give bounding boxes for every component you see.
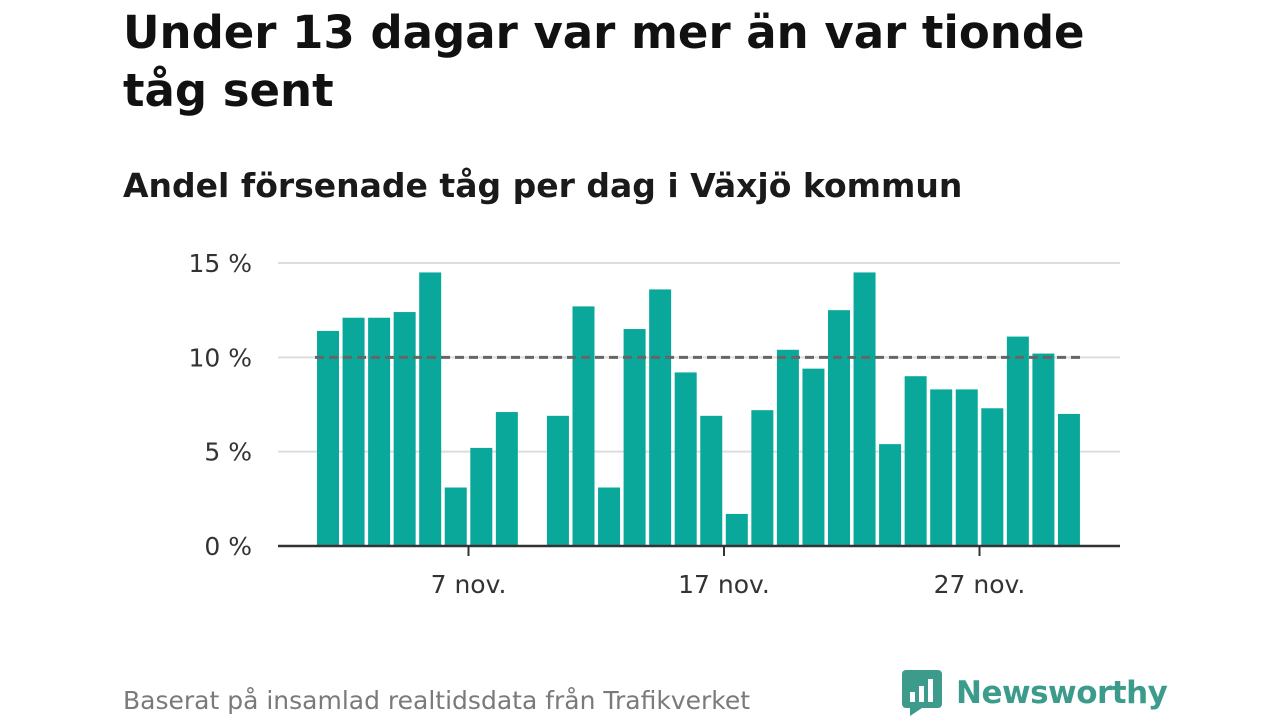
chart-title: Under 13 dagar var mer än var tionde tåg… — [123, 6, 1085, 117]
bar — [802, 368, 825, 546]
bar — [368, 317, 391, 546]
x-tick-label: 7 nov. — [431, 570, 507, 599]
bar — [649, 289, 672, 546]
bar — [342, 317, 365, 546]
bar — [470, 447, 493, 546]
bar — [598, 487, 621, 546]
y-tick-label: 0 % — [204, 532, 252, 561]
bar — [444, 487, 467, 546]
logo-text: Newsworthy — [956, 675, 1168, 711]
bar — [419, 272, 442, 546]
bar — [853, 272, 876, 546]
bar — [572, 306, 595, 546]
y-tick-label: 5 % — [204, 438, 252, 467]
bar-chart: 0 % 5 % 10 % 15 % 7 nov. 17 nov. 27 nov. — [188, 249, 1120, 599]
newsworthy-chart-icon — [902, 670, 942, 716]
bar — [904, 376, 927, 546]
bar — [828, 310, 850, 546]
bar — [1057, 413, 1080, 546]
bar — [495, 412, 518, 546]
bar — [879, 444, 902, 546]
bar — [955, 389, 978, 546]
bar — [751, 410, 774, 546]
bar — [623, 329, 646, 546]
bar — [1032, 353, 1055, 546]
bar — [930, 389, 953, 546]
bar — [546, 415, 569, 546]
y-tick-label: 15 % — [188, 249, 252, 278]
bars — [317, 272, 1080, 546]
chart-subtitle: Andel försenade tåg per dag i Växjö komm… — [123, 166, 963, 205]
bar — [981, 408, 1004, 546]
bar — [700, 415, 723, 546]
bar — [317, 330, 339, 546]
x-tick-label: 17 nov. — [678, 570, 770, 599]
axes: 0 % 5 % 10 % 15 % 7 nov. 17 nov. 27 nov. — [188, 249, 1120, 599]
bar — [725, 513, 748, 546]
bar — [393, 312, 416, 546]
bar — [674, 372, 697, 546]
newsworthy-logo: Newsworthy — [902, 670, 1168, 716]
bar — [1006, 336, 1029, 546]
source-note: Baserat på insamlad realtidsdata från Tr… — [123, 686, 751, 715]
x-tick-label: 27 nov. — [934, 570, 1026, 599]
bar — [776, 349, 799, 546]
y-tick-label: 10 % — [188, 343, 252, 372]
